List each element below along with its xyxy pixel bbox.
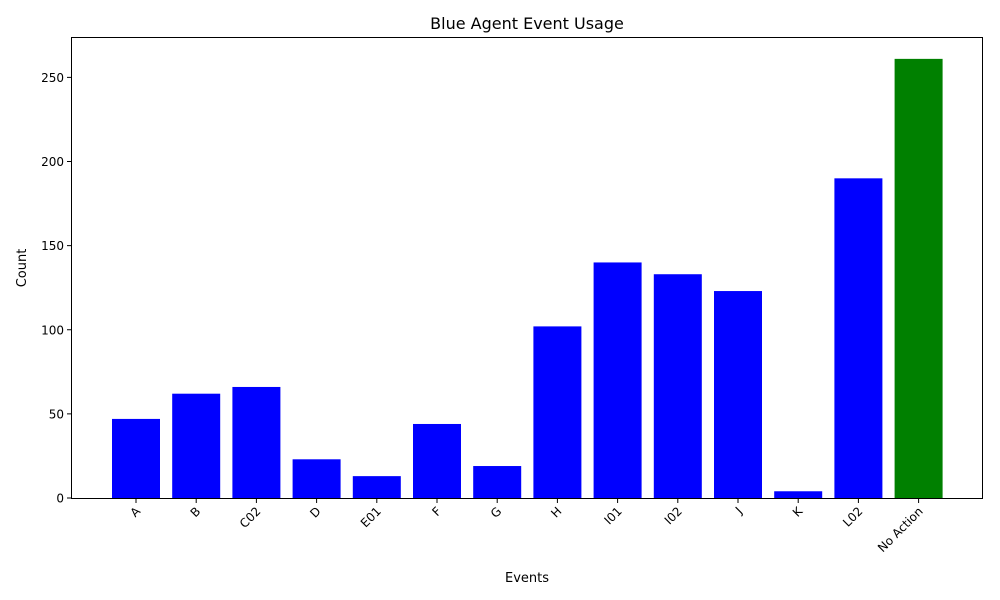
bar-l02: [834, 178, 883, 498]
y-tick-label: 200: [41, 155, 64, 169]
bar-h: [533, 326, 582, 498]
y-tick-label: 150: [41, 239, 64, 253]
bar-a: [112, 418, 160, 498]
bar-f: [413, 423, 461, 498]
y-ticks-group: 0 50 100 150 200 250: [41, 71, 72, 506]
bar-e01: [352, 476, 401, 498]
bar-i01: [593, 262, 642, 498]
y-axis-label: Count: [15, 249, 30, 288]
plot-frame: [71, 37, 983, 499]
bar-no-action: [894, 58, 943, 499]
y-tick-label: 50: [49, 407, 64, 421]
x-axis-label: Events: [505, 571, 549, 586]
bar-g: [473, 466, 522, 498]
y-tick-label: 250: [41, 71, 64, 85]
bar-d: [292, 459, 341, 498]
y-tick-label: 0: [56, 492, 64, 506]
bar-k: [774, 491, 823, 498]
bar-c02: [232, 386, 281, 498]
bars-group: [112, 58, 943, 499]
bar-j: [714, 291, 762, 498]
bar-b: [172, 393, 221, 498]
y-tick-label: 100: [41, 323, 64, 337]
bar-i02: [653, 274, 702, 498]
chart-title: Blue Agent Event Usage: [430, 14, 624, 33]
